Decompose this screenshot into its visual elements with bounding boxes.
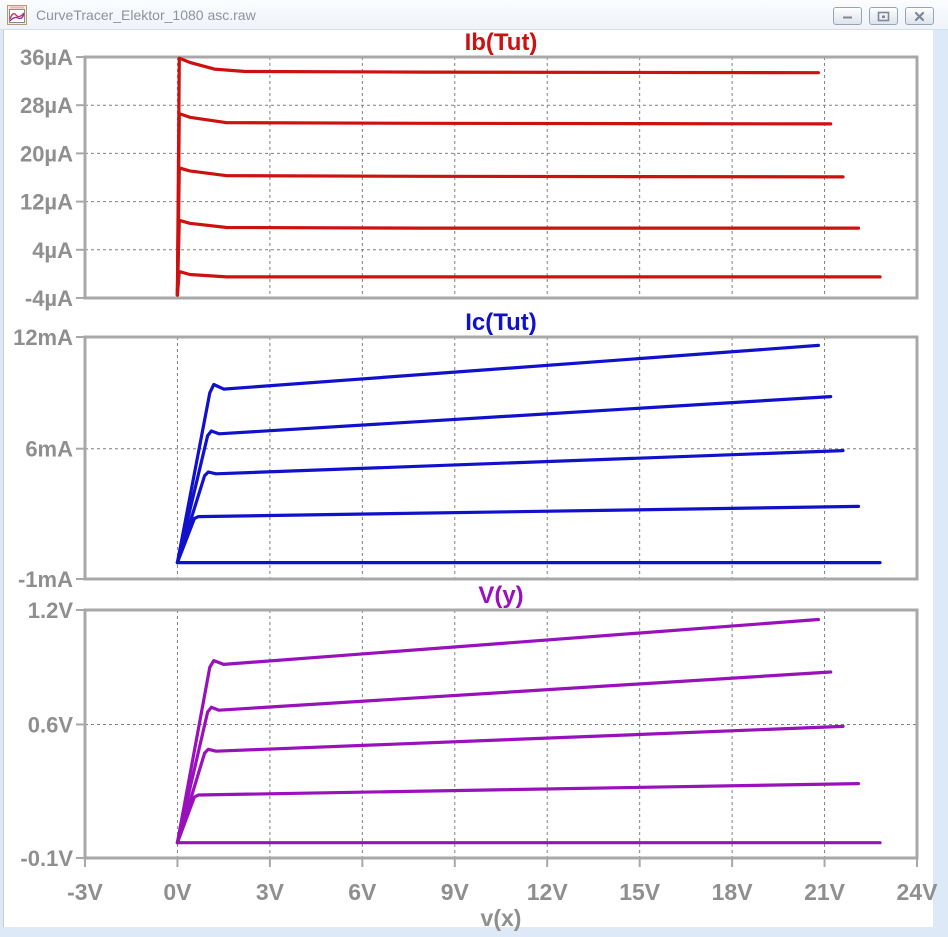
plot-pane-border[interactable] [83,55,919,300]
title-bar[interactable]: CurveTracer_Elektor_1080 asc.raw [0,0,948,30]
y-tick-label: 0.6V [28,712,74,737]
maximize-button[interactable] [869,7,898,25]
trace-ic-step4 [175,395,833,565]
y-tick-label: 12µA [20,190,73,215]
window-controls [833,7,934,25]
trace-ib-step1 [175,269,882,297]
y-tick-label: 1.2V [28,598,74,623]
x-tick-label: 3V [256,879,285,905]
y-tick-label: -0.1V [20,846,73,871]
y-tick-label: -1mA [18,567,73,592]
trace-ic-step2 [175,504,861,565]
x-tick-label: 24V [897,879,939,905]
x-tick-label: 15V [619,879,661,905]
x-tick-label: 0V [163,879,192,905]
x-tick-label: 21V [804,879,846,905]
x-tick-label: 6V [348,879,377,905]
x-axis: -3V 0V 3V 6V 9V 12V 15V 18V 21V 24V v(x) [67,858,938,931]
y-tick-label: 36µA [20,45,73,70]
y-tick-label: 20µA [20,141,73,166]
waveform-icon [7,4,27,25]
y-tick-label: 28µA [20,93,73,118]
minimize-button[interactable] [833,7,862,25]
minimize-icon [843,16,852,18]
y-tick-label: 4µA [32,238,73,263]
trace-ic-step5 [175,343,821,565]
trace-title[interactable]: Ib(Tut) [465,29,538,56]
x-tick-label: -3V [67,879,103,905]
x-tick-label: 12V [527,879,569,905]
trace-ib-step2 [175,218,861,297]
x-tick-label: 18V [712,879,754,905]
window-title: CurveTracer_Elektor_1080 asc.raw [36,6,256,23]
maximize-icon [877,11,890,21]
trace-title[interactable]: V(y) [478,582,523,609]
trace-vy-step5 [175,617,821,845]
plot-pane-group-1: 36µA 28µA 20µA 12µA 4µA -4µA Ib(Tut) [20,29,919,311]
trace-vy-step4 [175,670,833,845]
x-axis-label: v(x) [481,905,522,931]
x-tick-label: 9V [441,879,470,905]
trace-ib-step4 [175,111,833,297]
trace-vy-step3 [175,724,845,845]
trace-ic-step3 [175,449,845,565]
trace-ib-step5 [175,56,821,297]
plot-pane-border[interactable] [83,608,919,860]
waveform-client-area[interactable] [3,30,933,927]
plot-pane-border[interactable] [83,335,919,581]
trace-vy-step2 [175,781,861,845]
close-icon [914,11,925,21]
trace-title[interactable]: Ic(Tut) [465,309,537,336]
trace-ib-step3 [175,166,845,297]
plot-pane-group-2: 12mA 6mA -1mA Ic(Tut) [13,309,919,592]
y-tick-label: 6mA [25,437,73,462]
y-tick-label: -4µA [25,286,73,311]
y-tick-label: 12mA [13,325,73,350]
plot-pane-group-3: 1.2V 0.6V -0.1V V(y) [20,582,919,871]
close-button[interactable] [905,7,934,25]
